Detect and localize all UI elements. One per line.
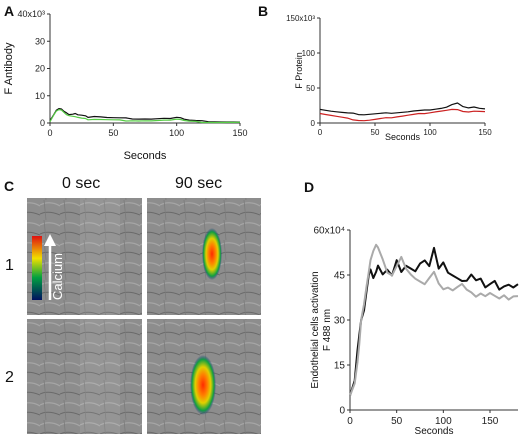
panel-letter-c: C [4,178,14,194]
cell-band [80,198,120,315]
image-r2-c0 [27,319,142,434]
x-axis-label: Seconds [415,426,454,435]
series-line [349,243,519,396]
calcium-scale-bar [32,236,42,300]
x-tick-label: 50 [391,416,403,427]
panel-letter-d: D [304,179,314,195]
x-tick-label: 150 [478,128,492,137]
chart-d: 0 50 100 150 0 15 30 45 60x10⁴ Seconds Endothelial… [310,226,519,435]
x-tick-label: 0 [47,128,52,138]
x-axis-label: Seconds [385,132,421,142]
chart-a: 0 50 100 150 0 10 20 30 40x10³ Seconds F Antibody [3,9,248,162]
y-tick-label: 0 [339,406,345,417]
col-label-1: 90 sec [175,175,222,192]
y-axis-label-line: F 488 nm [322,309,333,351]
series-line [49,107,241,123]
series-line [49,108,241,124]
x-tick-label: 0 [318,128,323,137]
microscopy-panel: 0 sec 90 sec 1 2 Calcium [5,175,261,434]
y-tick-label: 0 [311,119,316,128]
y-tick-label: 0 [40,118,45,128]
row-label-1: 2 [5,369,14,386]
y-tick-label: 60x10⁴ [313,226,345,237]
x-tick-label: 50 [371,128,380,137]
y-tick-label: 45 [334,271,346,282]
panel-letter-a: A [4,3,14,19]
y-axis-label-line: Endothelial cells activation [310,271,321,388]
y-tick-label: 30 [35,36,45,46]
x-axis-label: Seconds [124,150,167,162]
y-tick-label: 50 [306,84,315,93]
y-tick-label: 10 [35,91,45,101]
x-tick-label: 0 [347,416,353,427]
y-tick-label: 150x10³ [286,14,315,23]
x-tick-label: 150 [232,128,247,138]
panel-letter-b: B [258,3,268,19]
up-arrow-icon [44,234,56,246]
x-tick-label: 50 [108,128,118,138]
y-tick-label: 20 [35,64,45,74]
series-line [349,246,519,396]
calcium-signal-2 [190,355,216,415]
y-axis-label: Endothelial cells activationF 488 nm [310,271,333,388]
y-axis-label: F Antibody [3,42,15,94]
calcium-label: Calcium [50,253,65,300]
x-tick-label: 100 [169,128,184,138]
image-r1-c0 [27,198,142,315]
cell-band [80,319,120,434]
chart-b: 0 50 100 150 0 50 100 150x10³ Seconds F Protein [286,14,492,142]
col-label-0: 0 sec [62,175,100,192]
x-tick-label: 100 [423,128,437,137]
y-tick-label: 100 [302,49,316,58]
series-line [319,108,486,122]
y-tick-label: 15 [334,361,346,372]
row-label-0: 1 [5,257,14,274]
y-tick-label: 40x10³ [17,9,45,19]
y-tick-label: 30 [334,316,346,327]
calcium-signal-1 [202,228,222,280]
x-tick-label: 150 [482,416,499,427]
series-line [319,102,486,116]
x-tick-label: 100 [435,416,452,427]
y-axis-label: F Protein [294,52,304,89]
